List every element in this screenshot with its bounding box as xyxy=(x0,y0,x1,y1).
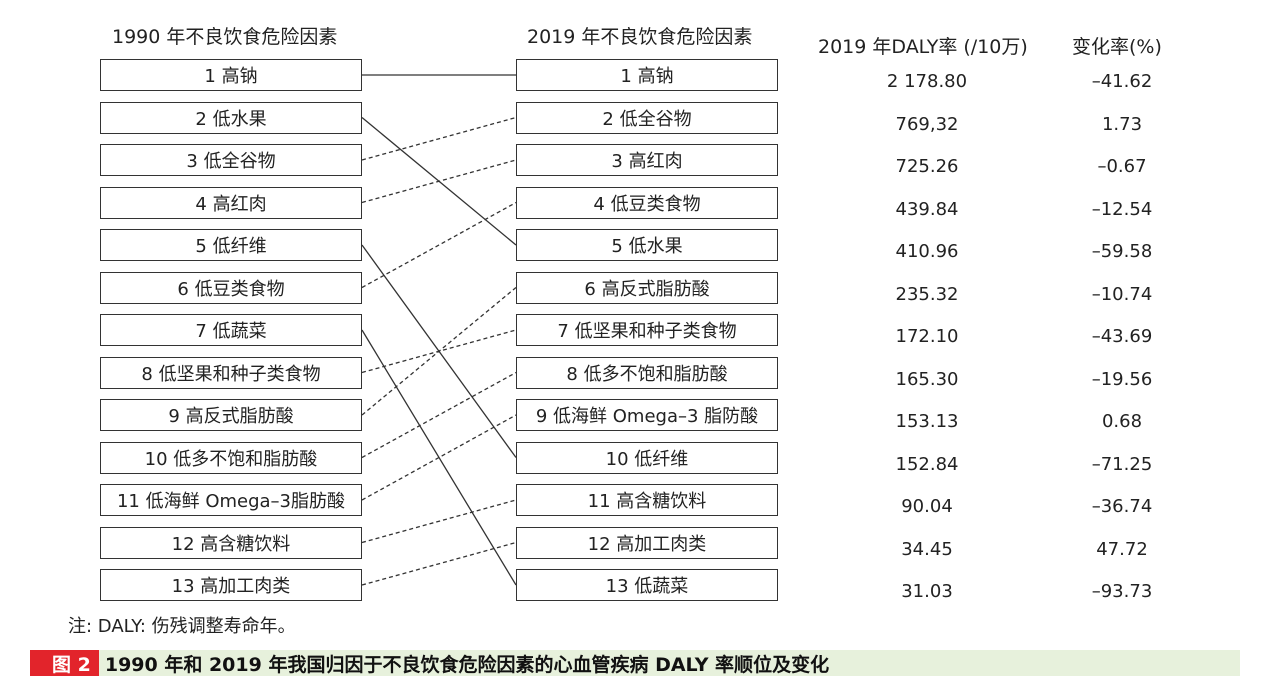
change-rate-value: –41.62 xyxy=(1091,71,1153,92)
risk-factor-2019: 3 高红肉 xyxy=(516,144,778,176)
risk-factor-2019: 1 高钠 xyxy=(516,59,778,91)
risk-factor-2019: 4 低豆类食物 xyxy=(516,186,778,219)
risk-factor-2019: 11 高含糖饮料 xyxy=(516,484,778,516)
rank-link-line xyxy=(361,286,517,416)
rank-link-line xyxy=(361,414,517,501)
risk-factor-1990: 13 高加工肉类 xyxy=(100,569,362,601)
header-daly-rate: 2019 年DALY率 (/10万) xyxy=(818,36,1028,58)
daly-rate-value: 90.04 xyxy=(901,496,953,517)
rank-link-line xyxy=(361,201,517,289)
risk-factor-1990: 11 低海鲜 Omega–3脂肪酸 xyxy=(100,484,362,516)
risk-factor-1990: 1 高钠 xyxy=(100,59,362,91)
change-rate-value: –19.56 xyxy=(1091,368,1153,390)
daly-rate-value: 439.84 xyxy=(895,198,959,220)
daly-rate-value: 2 178.80 xyxy=(886,71,968,92)
risk-factor-1990: 12 高含糖饮料 xyxy=(100,526,362,559)
change-rate-value: –43.69 xyxy=(1091,326,1153,347)
change-rate-value: –59.58 xyxy=(1091,241,1153,262)
change-rate-value: –36.74 xyxy=(1091,496,1153,517)
change-rate-value: 47.72 xyxy=(1096,538,1148,560)
daly-rate-value: 725.26 xyxy=(895,156,959,177)
risk-factor-2019: 6 高反式脂肪酸 xyxy=(516,271,778,304)
risk-factor-1990: 5 低纤维 xyxy=(100,229,362,261)
daly-rate-value: 769,32 xyxy=(895,113,959,135)
risk-factor-1990: 2 低水果 xyxy=(100,101,362,134)
header-change-rate: 变化率(%) xyxy=(1072,36,1162,58)
change-rate-value: –10.74 xyxy=(1091,283,1153,305)
risk-factor-1990: 8 低坚果和种子类食物 xyxy=(100,356,362,389)
change-rate-value: 0.68 xyxy=(1101,411,1143,432)
daly-rate-value: 31.03 xyxy=(901,581,953,602)
rank-link-line xyxy=(361,159,517,204)
change-rate-value: –0.67 xyxy=(1097,156,1147,177)
risk-factor-2019: 12 高加工肉类 xyxy=(516,526,778,559)
risk-factor-2019: 9 低海鲜 Omega–3 脂防酸 xyxy=(516,399,778,431)
change-rate-value: 1.73 xyxy=(1101,113,1143,135)
risk-factor-2019: 8 低多不饱和脂肪酸 xyxy=(516,356,778,389)
daly-rate-value: 165.30 xyxy=(895,368,959,390)
daly-rate-value: 172.10 xyxy=(895,326,959,347)
risk-factor-2019: 10 低纤维 xyxy=(516,441,778,474)
header-1990: 1990 年不良饮食危险因素 xyxy=(112,26,338,48)
rank-link-line xyxy=(361,371,517,459)
header-2019: 2019 年不良饮食危险因素 xyxy=(527,26,753,48)
change-rate-value: –93.73 xyxy=(1091,581,1153,602)
risk-factor-1990: 7 低蔬菜 xyxy=(100,314,362,346)
change-rate-value: –71.25 xyxy=(1091,453,1153,475)
daly-rate-value: 410.96 xyxy=(895,241,959,262)
risk-factor-1990: 9 高反式脂肪酸 xyxy=(100,399,362,431)
daly-rate-value: 235.32 xyxy=(895,283,959,305)
daly-rate-value: 153.13 xyxy=(895,411,959,432)
rank-link-line xyxy=(361,541,517,586)
risk-factor-1990: 3 低全谷物 xyxy=(100,144,362,176)
risk-factor-2019: 7 低坚果和种子类食物 xyxy=(516,314,778,346)
daly-rate-value: 34.45 xyxy=(901,538,953,560)
risk-factor-1990: 10 低多不饱和脂肪酸 xyxy=(100,441,362,474)
rank-link-line xyxy=(361,499,517,544)
footnote: 注: DALY: 伤残调整寿命年。 xyxy=(68,616,296,637)
risk-factor-2019: 2 低全谷物 xyxy=(516,101,778,134)
figure-title: 1990 年和 2019 年我国归因于不良饮食危险因素的心血管疾病 DALY 率… xyxy=(104,653,830,676)
risk-factor-2019: 5 低水果 xyxy=(516,229,778,261)
risk-factor-1990: 6 低豆类食物 xyxy=(100,271,362,304)
daly-rate-value: 152.84 xyxy=(895,453,959,475)
figure-caption: 图 2 1990 年和 2019 年我国归因于不良饮食危险因素的心血管疾病 DA… xyxy=(30,650,1240,676)
change-rate-value: –12.54 xyxy=(1091,198,1153,220)
risk-factor-1990: 4 高红肉 xyxy=(100,186,362,219)
rank-link-line xyxy=(361,116,517,161)
figure-label: 图 2 xyxy=(30,650,99,676)
risk-factor-2019: 13 低蔬菜 xyxy=(516,569,778,601)
